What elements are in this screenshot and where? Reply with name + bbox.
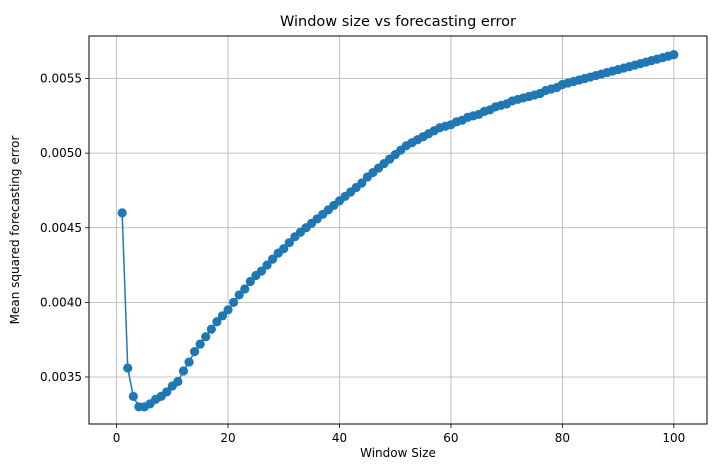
- data-point: [201, 332, 211, 342]
- data-point: [217, 311, 228, 321]
- data-point: [190, 347, 200, 357]
- y-tick-label: 0.0055: [40, 72, 82, 86]
- data-point: [279, 244, 289, 254]
- data-point: [212, 317, 222, 327]
- y-axis-label: Mean squared forecasting error: [8, 136, 22, 325]
- data-point: [240, 284, 250, 294]
- series-layer: [117, 50, 679, 412]
- x-tick-label: 100: [662, 431, 685, 445]
- x-axis-label: Window Size: [360, 446, 436, 460]
- data-point: [357, 178, 367, 188]
- x-tick-label: 40: [332, 431, 347, 445]
- data-point: [284, 238, 294, 248]
- data-point: [162, 387, 172, 397]
- data-point: [262, 260, 272, 270]
- x-tick-label: 20: [220, 431, 235, 445]
- data-point: [234, 290, 244, 300]
- x-axis: 0 20 40 60 80 100: [113, 424, 685, 445]
- data-point: [117, 208, 127, 218]
- data-point: [195, 339, 205, 349]
- y-axis: 0.0035 0.0040 0.0045 0.0050 0.0055: [40, 72, 89, 384]
- y-tick-label: 0.0045: [40, 221, 82, 235]
- x-tick-label: 80: [555, 431, 570, 445]
- data-point: [256, 266, 267, 276]
- y-tick-label: 0.0035: [40, 370, 82, 384]
- data-point: [229, 297, 239, 307]
- data-point: [669, 50, 679, 60]
- data-point: [173, 376, 183, 387]
- data-point: [128, 391, 138, 401]
- y-tick-label: 0.0040: [40, 295, 82, 309]
- data-point: [206, 324, 216, 334]
- data-point: [178, 366, 189, 376]
- data-point: [184, 357, 194, 367]
- data-point: [223, 305, 233, 315]
- data-point: [245, 276, 255, 287]
- x-tick-label: 60: [443, 431, 458, 445]
- chart-title: Window size vs forecasting error: [280, 14, 516, 30]
- y-tick-label: 0.0050: [40, 146, 82, 160]
- data-point: [268, 254, 278, 264]
- data-point: [123, 363, 133, 373]
- x-tick-label: 0: [113, 431, 121, 445]
- plot-frame: [88, 35, 708, 425]
